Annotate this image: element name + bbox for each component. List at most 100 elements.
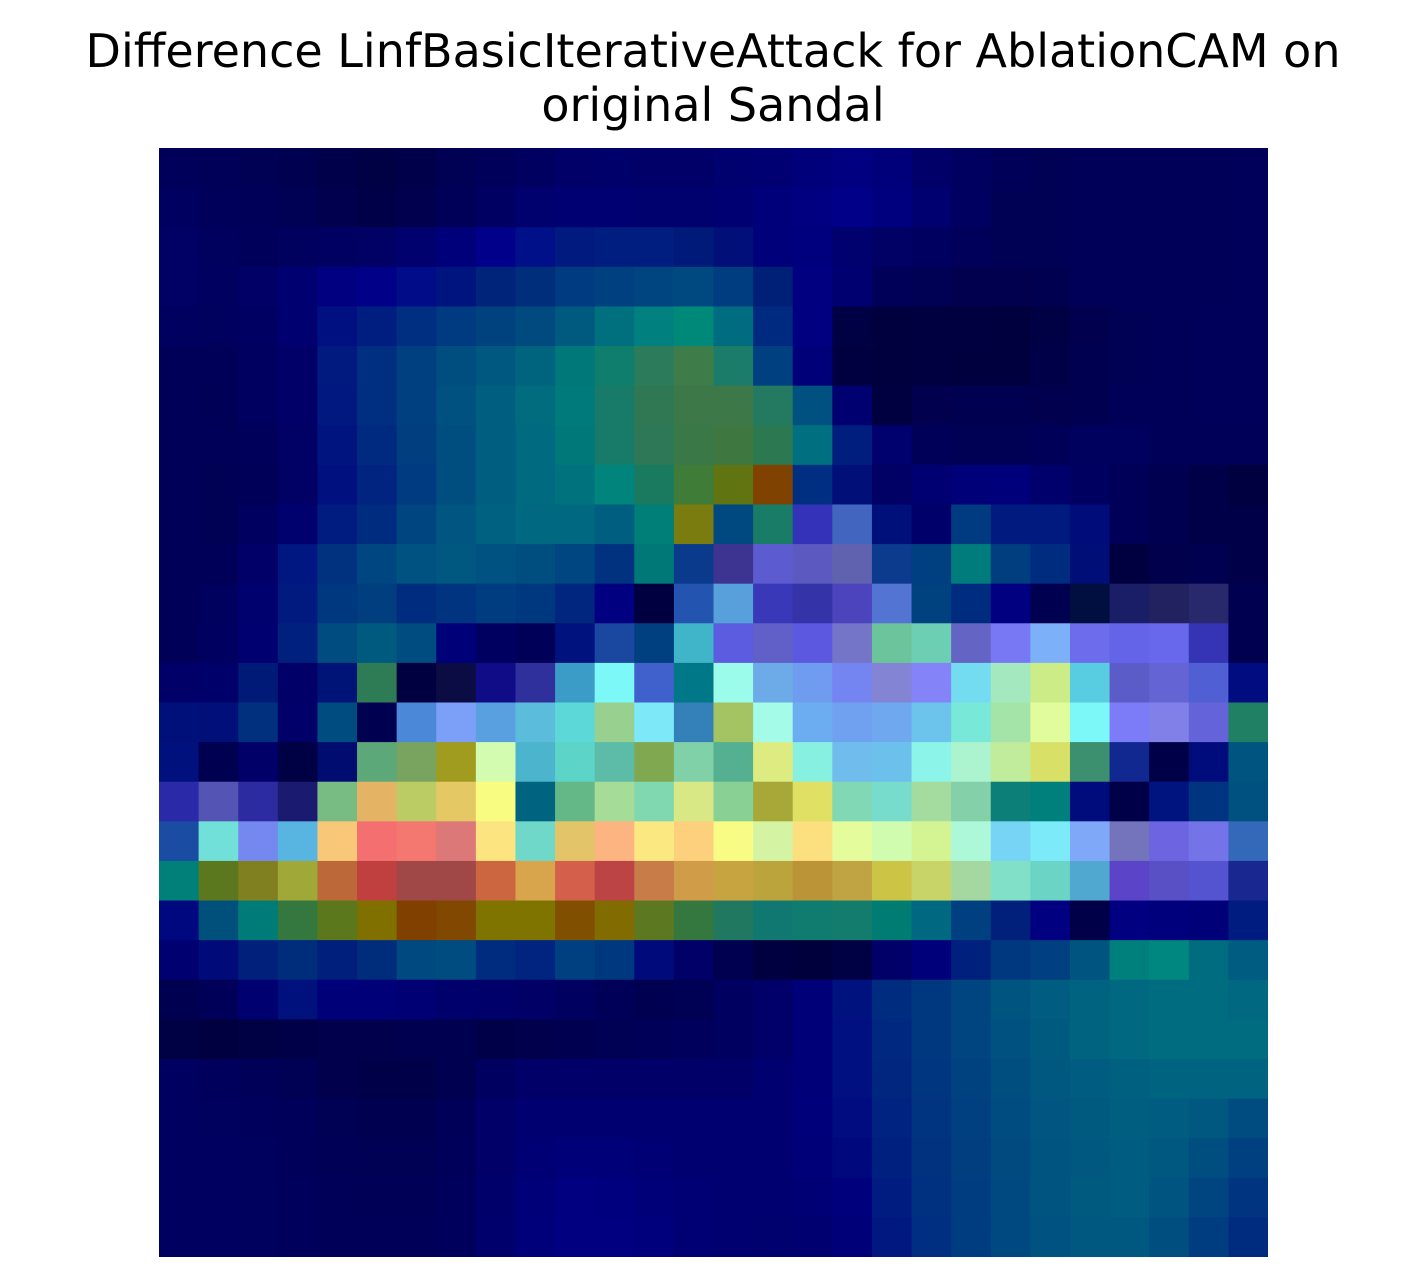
heatmap-cell bbox=[673, 623, 715, 664]
heatmap-cell bbox=[951, 900, 992, 941]
heatmap-cell bbox=[1149, 148, 1190, 189]
heatmap-cell bbox=[911, 464, 952, 506]
heatmap-cell bbox=[871, 148, 913, 189]
heatmap-cell bbox=[436, 504, 477, 545]
heatmap-cell bbox=[634, 702, 675, 743]
heatmap-cell bbox=[753, 187, 794, 228]
heatmap-cell bbox=[198, 464, 239, 506]
heatmap-cell bbox=[713, 464, 754, 506]
heatmap-cell bbox=[951, 1177, 992, 1218]
heatmap-cell bbox=[792, 742, 833, 783]
heatmap-cell bbox=[673, 1138, 715, 1179]
heatmap-cell bbox=[792, 504, 833, 545]
heatmap-cell bbox=[634, 1177, 675, 1218]
heatmap-cell bbox=[1228, 425, 1268, 466]
heatmap-cell bbox=[317, 504, 358, 545]
heatmap-cell bbox=[832, 781, 873, 822]
heatmap-cell bbox=[436, 385, 477, 426]
heatmap-cell bbox=[911, 940, 952, 981]
heatmap-cell bbox=[357, 583, 398, 624]
heatmap-cell bbox=[753, 346, 794, 387]
heatmap-cell bbox=[673, 860, 715, 902]
heatmap-cell bbox=[159, 544, 200, 585]
heatmap-cell bbox=[832, 306, 873, 347]
heatmap-cell bbox=[238, 148, 279, 189]
heatmap-cell bbox=[634, 504, 675, 545]
heatmap-cell bbox=[990, 306, 1031, 347]
heatmap-cell bbox=[357, 306, 398, 347]
heatmap-cell bbox=[1109, 662, 1150, 704]
heatmap-cell bbox=[357, 187, 398, 228]
heatmap-cell bbox=[792, 187, 833, 228]
heatmap-cell bbox=[159, 227, 200, 268]
heatmap-cell bbox=[1109, 306, 1150, 347]
heatmap-cell bbox=[1228, 187, 1268, 228]
heatmap-cell bbox=[1109, 227, 1150, 268]
heatmap-cell bbox=[475, 1177, 517, 1218]
heatmap-cell bbox=[317, 1019, 358, 1060]
heatmap-cell bbox=[159, 623, 200, 664]
heatmap-cell bbox=[555, 346, 596, 387]
heatmap-cell bbox=[1228, 346, 1268, 387]
heatmap-cell bbox=[1109, 346, 1150, 387]
heatmap-cell bbox=[1228, 148, 1268, 189]
heatmap-cell bbox=[475, 464, 517, 506]
heatmap-cell bbox=[238, 187, 279, 228]
heatmap-cell bbox=[357, 266, 398, 308]
heatmap-cell bbox=[753, 306, 794, 347]
heatmap-cell bbox=[159, 979, 200, 1020]
heatmap-cell bbox=[396, 1098, 437, 1139]
heatmap-cell bbox=[911, 1138, 952, 1179]
heatmap-cell bbox=[911, 306, 952, 347]
heatmap-cell bbox=[990, 1177, 1031, 1218]
heatmap-cell bbox=[396, 742, 437, 783]
heatmap-cell bbox=[753, 1019, 794, 1060]
heatmap-cell bbox=[159, 425, 200, 466]
heatmap-cell bbox=[238, 583, 279, 624]
heatmap-cell bbox=[436, 1098, 477, 1139]
heatmap-cell bbox=[1188, 306, 1229, 347]
heatmap-cell bbox=[1109, 148, 1150, 189]
heatmap-cell bbox=[1030, 860, 1071, 902]
heatmap-cell bbox=[198, 583, 239, 624]
heatmap-cell bbox=[1149, 940, 1190, 981]
heatmap-cell bbox=[911, 623, 952, 664]
heatmap-cell bbox=[357, 742, 398, 783]
heatmap-cell bbox=[436, 940, 477, 981]
heatmap-cell bbox=[1069, 583, 1111, 624]
heatmap-cell bbox=[198, 742, 239, 783]
heatmap-cell bbox=[1149, 346, 1190, 387]
heatmap-cell bbox=[1149, 1138, 1190, 1179]
heatmap-cell bbox=[871, 187, 913, 228]
heatmap-cell bbox=[1069, 1058, 1111, 1100]
heatmap-cell bbox=[1069, 385, 1111, 426]
heatmap-cell bbox=[396, 702, 437, 743]
heatmap-cell bbox=[1109, 702, 1150, 743]
heatmap-cell bbox=[159, 662, 200, 704]
heatmap-cell bbox=[238, 900, 279, 941]
heatmap-cell bbox=[990, 346, 1031, 387]
heatmap-cell bbox=[673, 1217, 715, 1257]
heatmap-cell bbox=[515, 1019, 556, 1060]
heatmap-cell bbox=[198, 1177, 239, 1218]
heatmap-cell bbox=[396, 821, 437, 862]
heatmap-cell bbox=[515, 544, 556, 585]
heatmap-cell bbox=[911, 1177, 952, 1218]
heatmap-cell bbox=[159, 1098, 200, 1139]
heatmap-cell bbox=[990, 940, 1031, 981]
heatmap-cell bbox=[1149, 860, 1190, 902]
heatmap-cell bbox=[357, 1138, 398, 1179]
heatmap-cell bbox=[1149, 979, 1190, 1020]
heatmap-cell bbox=[1228, 464, 1268, 506]
heatmap-cell bbox=[515, 1138, 556, 1179]
heatmap-cell bbox=[515, 1177, 556, 1218]
heatmap-cell bbox=[951, 425, 992, 466]
heatmap-cell bbox=[753, 425, 794, 466]
heatmap-cell bbox=[475, 1138, 517, 1179]
heatmap-cell bbox=[1069, 742, 1111, 783]
heatmap-cell bbox=[436, 227, 477, 268]
heatmap-cell bbox=[1109, 1177, 1150, 1218]
heatmap-cell bbox=[238, 306, 279, 347]
heatmap-cell bbox=[792, 1098, 833, 1139]
heatmap-cell bbox=[673, 187, 715, 228]
